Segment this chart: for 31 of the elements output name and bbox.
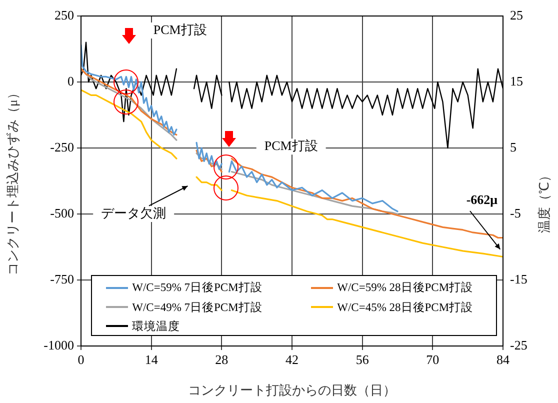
legend-label: W/C=45% 28日後PCM打設 — [337, 300, 474, 315]
x-tick-label: 42 — [286, 352, 298, 368]
x-tick-label: 0 — [78, 352, 84, 368]
y-tick-label: 0 — [68, 73, 74, 88]
legend-label: W/C=59% 7日後PCM打設 — [132, 280, 262, 296]
y2-tick-label: -15 — [510, 271, 528, 286]
annotation: -662μ — [466, 192, 498, 208]
y2-tick-label: -25 — [510, 337, 528, 352]
y2-tick-label: 15 — [510, 73, 523, 88]
y-tick-label: -750 — [50, 271, 74, 286]
y-tick-label: -250 — [50, 139, 74, 154]
y-tick-label: 250 — [54, 7, 74, 22]
annotation: PCM打設 — [153, 22, 207, 37]
annotation: PCM打設 — [264, 138, 318, 154]
x-tick-label: 28 — [215, 352, 228, 368]
y-axis-title: コンクリート埋込みひずみ（μ） — [5, 86, 20, 276]
x-axis-title: コンクリート打設からの日数（日） — [188, 382, 396, 398]
legend-label: W/C=59% 28日後PCM打設 — [337, 280, 474, 296]
y2-tick-label: 25 — [510, 7, 523, 22]
x-tick-label: 14 — [144, 352, 158, 368]
annotation: データ欠測 — [101, 205, 166, 220]
y2-tick-label: 5 — [510, 139, 516, 154]
y2-tick-label: -5 — [510, 205, 521, 220]
x-tick-label: 84 — [496, 352, 510, 368]
x-tick-label: 70 — [426, 352, 440, 368]
x-tick-label: 56 — [356, 352, 370, 368]
y2-axis-title: 温度（℃） — [536, 169, 552, 233]
legend-label: W/C=49% 7日後PCM打設 — [132, 300, 262, 315]
y-tick-label: -1000 — [44, 337, 74, 352]
legend-label: 環境温度 — [132, 320, 180, 334]
y-tick-label: -500 — [50, 205, 74, 220]
